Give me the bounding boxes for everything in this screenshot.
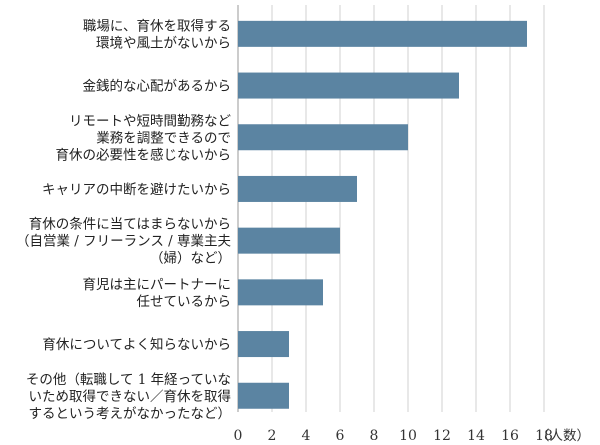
category-labels: 職場に、育休を取得する環境や風土がないから金銭的な心配があるからリモートや短時間… [16, 17, 231, 421]
category-label-line: その他（転職して 1 年経っていな [26, 372, 231, 388]
category-label: キャリアの中断を避けたいから [42, 182, 231, 198]
x-axis-unit-label: （人数） [536, 428, 590, 444]
category-label-line: 育休についてよく知らないから [42, 336, 231, 353]
category-label: 職場に、育休を取得する環境や風土がないから [83, 17, 231, 51]
bar [238, 175, 357, 202]
category-label-line: （婦）など） [150, 250, 231, 267]
x-tick-label: 0 [234, 428, 243, 444]
category-label: 育休の条件に当てはまらないから（自営業 / フリーランス / 専業主夫（婦）など… [16, 216, 231, 267]
bar [238, 279, 323, 306]
x-tick-label: 12 [433, 428, 451, 444]
bar [238, 227, 340, 254]
category-label-line: キャリアの中断を避けたいから [42, 182, 231, 198]
category-label: 金銭的な心配があるから [83, 79, 232, 95]
category-label: リモートや短時間勤務など業務を調整できるので育休の必要性を感じないから [56, 113, 232, 163]
x-tick-label: 18 [535, 428, 553, 444]
x-tick-label: 14 [467, 428, 485, 444]
category-label-line: 任せているから [137, 294, 232, 310]
category-label-line: 育児は主にパートナーに [83, 277, 232, 293]
x-tick-label: 2 [268, 428, 277, 444]
category-label-line: 職場に、育休を取得する [83, 17, 231, 34]
category-label-line: （自営業 / フリーランス / 専業主夫 [16, 234, 231, 250]
category-label: 育休についてよく知らないから [42, 336, 231, 353]
x-tick-label: 4 [302, 428, 311, 444]
x-axis-ticks: 0 2 4 6 8 10 12 14 16 18 [234, 428, 553, 444]
category-label-line: 育休の必要性を感じないから [56, 146, 232, 163]
category-label-line: いため取得できない／育休を取得 [29, 388, 232, 405]
category-label-line: リモートや短時間勤務など [69, 113, 231, 129]
category-label-line: するという考えがなかったなど） [29, 406, 232, 422]
category-label: 育児は主にパートナーに任せているから [83, 277, 232, 310]
category-label-line: 育休の条件に当てはまらないから [29, 216, 231, 233]
x-tick-label: 8 [370, 428, 379, 444]
x-tick-label: 6 [336, 428, 345, 444]
bar [238, 124, 408, 151]
x-tick-label: 10 [399, 428, 417, 444]
category-label: その他（転職して 1 年経っていないため取得できない／育休を取得するという考えが… [26, 372, 231, 422]
bars [238, 20, 527, 409]
x-tick-label: 16 [501, 428, 519, 444]
category-label-line: 業務を調整できるので [96, 130, 231, 146]
bar [238, 382, 289, 409]
bar [238, 20, 527, 47]
bar [238, 72, 459, 99]
bar [238, 331, 289, 358]
category-label-line: 環境や風土がないから [96, 35, 231, 51]
category-label-line: 金銭的な心配があるから [83, 79, 232, 95]
